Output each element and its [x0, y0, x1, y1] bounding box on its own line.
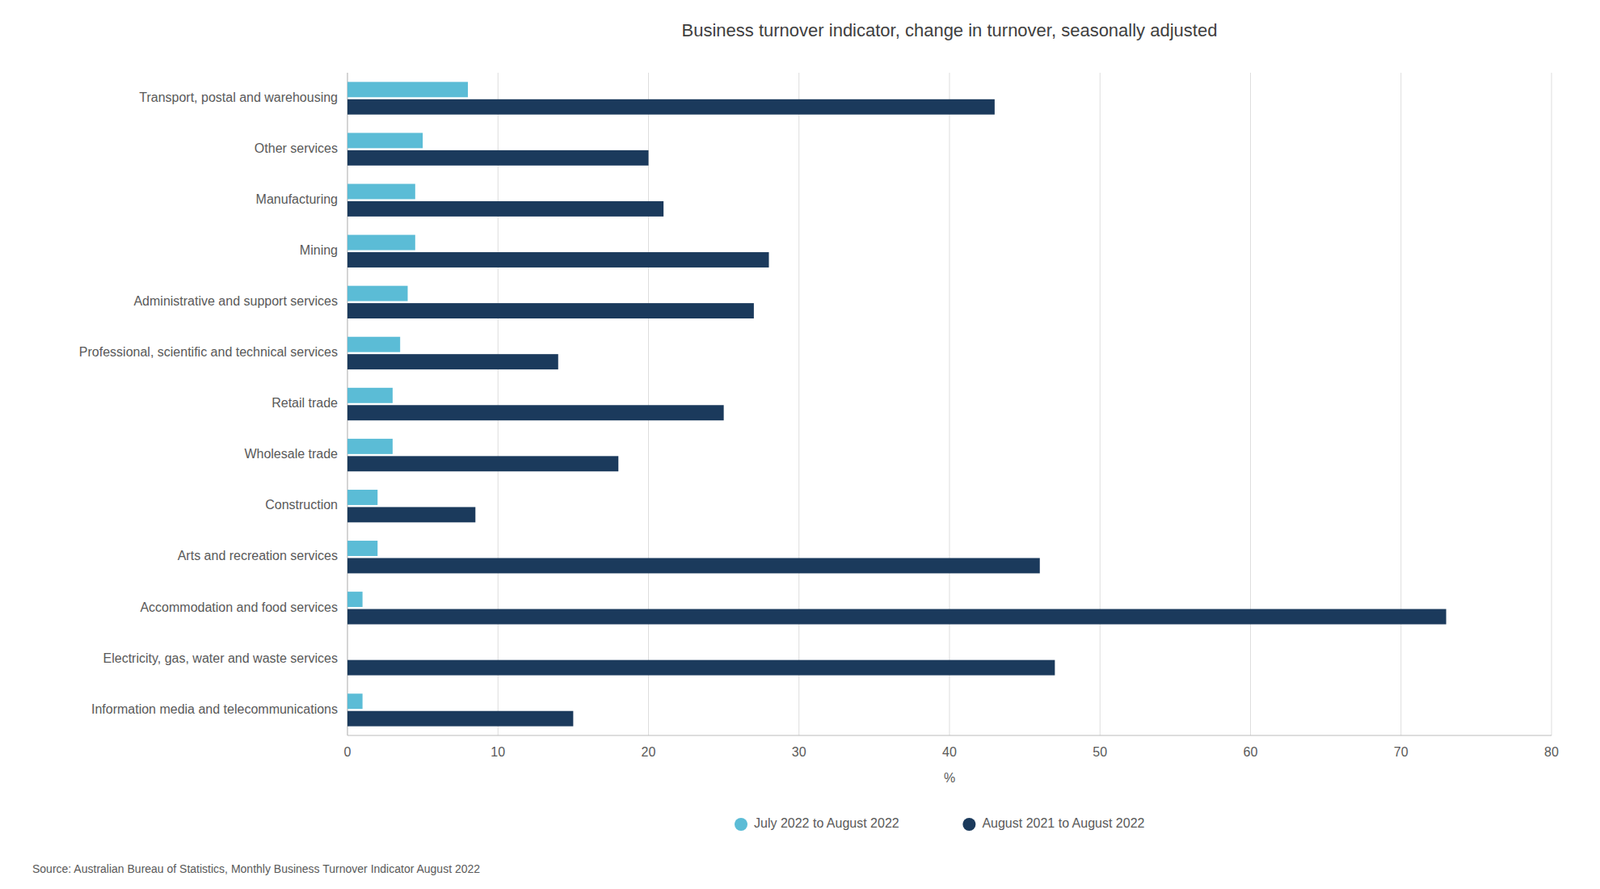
- bar: [347, 353, 559, 370]
- bar: [347, 387, 393, 404]
- category-label: Transport, postal and warehousing: [138, 90, 338, 105]
- bar: [347, 557, 1040, 573]
- grid-line: [1250, 72, 1251, 736]
- bar: [347, 711, 573, 727]
- grid-line: [1099, 72, 1101, 736]
- bar: [347, 81, 468, 97]
- tick-label: 10: [490, 745, 506, 759]
- category-label: Other services: [254, 141, 338, 156]
- grid-line: [1400, 72, 1402, 736]
- bar: [347, 184, 416, 200]
- bar: [347, 303, 754, 319]
- category-label: Manufacturing: [256, 192, 338, 207]
- category-label: Retail trade: [271, 395, 338, 410]
- bar: [347, 150, 649, 166]
- bar: [347, 506, 476, 523]
- bar: [347, 540, 378, 556]
- grid-line: [798, 72, 800, 736]
- bar: [347, 132, 423, 148]
- axis-label: %: [943, 770, 956, 785]
- category-label: Electricity, gas, water and waste servic…: [103, 651, 338, 666]
- tick-label: 50: [1092, 745, 1108, 759]
- bar: [347, 404, 725, 421]
- bar: [347, 99, 995, 115]
- background: [0, 0, 1600, 889]
- bar: [347, 609, 1447, 625]
- bar: [347, 660, 1055, 676]
- tick-label: 20: [641, 745, 657, 759]
- title: Business turnover indicator, change in t…: [682, 20, 1218, 41]
- bar: [347, 642, 349, 658]
- bar: [347, 455, 619, 472]
- tick-label: 30: [791, 745, 807, 759]
- grid-line: [1551, 72, 1553, 736]
- bar: [347, 438, 393, 455]
- category-label: Information media and telecommunications: [91, 702, 338, 716]
- axis-line: [347, 72, 349, 736]
- category-label: Mining: [299, 243, 338, 257]
- tick-label: 60: [1243, 745, 1259, 759]
- grid-line: [949, 72, 951, 736]
- category-label: Wholesale trade: [244, 446, 338, 461]
- legend: July 2022 to August 2022 August 2021 to A…: [734, 816, 1146, 831]
- grid-line: [497, 72, 499, 736]
- legend-marker: [734, 817, 748, 831]
- tick-label: 80: [1544, 745, 1559, 759]
- category-label: Professional, scientific and technical s…: [79, 345, 338, 359]
- chart: Business turnover indicator, change in t…: [0, 0, 1600, 889]
- tick-label: 70: [1393, 745, 1409, 759]
- tick-label: 40: [942, 745, 957, 759]
- source: Source: Australian Bureau of Statistics,…: [32, 862, 480, 876]
- category-label: Administrative and support services: [133, 294, 338, 308]
- legend-label: August 2021 to August 2022: [981, 816, 1145, 830]
- bar: [347, 286, 409, 302]
- category-label: Arts and recreation services: [177, 548, 338, 563]
- grid-line: [347, 72, 349, 736]
- category-label: Accommodation and food services: [139, 600, 338, 615]
- grid-line: [648, 72, 649, 736]
- grid: [347, 72, 1552, 736]
- legend-label: July 2022 to August 2022: [753, 816, 900, 830]
- bar: [347, 591, 363, 607]
- axis-line: [347, 735, 1552, 737]
- bar: [347, 252, 770, 268]
- bars: [347, 81, 1447, 726]
- bar: [347, 693, 363, 709]
- bar: [347, 201, 664, 217]
- legend-marker: [962, 817, 976, 831]
- bar: [347, 489, 378, 506]
- bar: [347, 235, 416, 251]
- tick-label: 0: [344, 745, 352, 759]
- category-label: Construction: [265, 497, 338, 512]
- bar: [347, 336, 400, 353]
